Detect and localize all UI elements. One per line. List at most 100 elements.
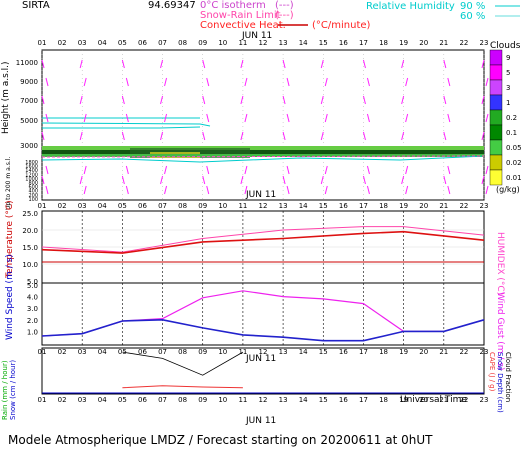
clouds-legend-level: 0.02 <box>506 159 522 167</box>
wind-barb <box>481 175 485 185</box>
top-hour-label: 08 <box>178 39 187 47</box>
cloud-band-top <box>42 146 484 150</box>
wind-tick: 2.0 <box>27 317 38 325</box>
wind-barb <box>164 77 168 87</box>
date-label-mid: JUN 11 <box>245 190 276 200</box>
bottom-hour-label: 12 <box>259 396 268 404</box>
precip-hour-label: 13 <box>279 348 288 356</box>
rain-axis-label: Rain (mm / hour) <box>1 360 9 420</box>
wind-barb <box>401 95 405 105</box>
top-hour-label: 01 <box>38 39 47 47</box>
temp-tick: 20.0 <box>22 227 38 235</box>
wind-barb <box>45 77 49 87</box>
mid-hour-label: 08 <box>178 202 187 210</box>
precip-hour-label: 06 <box>138 348 147 356</box>
low-height-tick: 200 <box>28 193 38 199</box>
precip-hour-label: 09 <box>198 348 207 356</box>
wind-barb <box>443 59 447 69</box>
wind-barb <box>324 113 328 123</box>
bottom-hour-label: 01 <box>38 396 47 404</box>
wind-barb <box>244 77 248 87</box>
wind-barb <box>481 59 485 69</box>
mid-hour-label: 14 <box>299 202 308 210</box>
wind-barb <box>121 95 125 105</box>
clouds-legend-swatch <box>489 79 503 96</box>
wind-barb <box>443 175 447 185</box>
mid-hour-label: 15 <box>319 202 328 210</box>
clouds-legend-level: 0.2 <box>506 114 517 122</box>
wind-barb <box>164 165 168 175</box>
bottom-hour-label: 15 <box>319 396 328 404</box>
wind-barb <box>447 77 451 87</box>
height-tick: 5000 <box>20 117 38 125</box>
station-name: SIRTA <box>22 0 50 11</box>
top-hour-label: 14 <box>299 39 308 47</box>
height-tick: 9000 <box>20 78 38 86</box>
footer-text: Modele Atmospherique LMDZ / Forecast sta… <box>8 433 433 447</box>
date-label-precip: JUN 11 <box>245 354 276 364</box>
top-hour-label: 06 <box>138 39 147 47</box>
top-hour-label: 20 <box>419 39 428 47</box>
wind-barb <box>485 113 489 123</box>
precip-hour-label: 01 <box>38 348 47 356</box>
precip-hour-label: 08 <box>178 348 187 356</box>
mid-hour-label: 20 <box>419 202 428 210</box>
mid-hour-label: 17 <box>359 202 368 210</box>
precip-hour-label: 18 <box>379 348 388 356</box>
top-hour-label: 05 <box>118 39 127 47</box>
wind-barb <box>443 131 447 141</box>
clouds-legend-swatch <box>489 94 503 111</box>
clouds-legend-swatch <box>489 64 503 81</box>
mid-hour-label: 22 <box>459 202 468 210</box>
height-tick-labels: 11000 9000 7000 5000 3000 <box>16 59 38 150</box>
wind-barb <box>447 113 451 123</box>
clouds-legend-level: 3 <box>506 84 510 92</box>
wind-barb <box>125 77 129 87</box>
snowrain-key: (---) <box>275 10 294 21</box>
wind-barb <box>125 165 129 175</box>
humidex-axis-label: HUMIDEX (°C) <box>495 232 505 295</box>
rh-contour-lower <box>41 155 485 163</box>
mid-hour-label: 23 <box>480 202 489 210</box>
mid-hour-label: 11 <box>238 202 247 210</box>
precip-hour-label: 15 <box>319 348 328 356</box>
wind-barb <box>366 113 370 123</box>
top-hour-label: 21 <box>439 39 448 47</box>
wind-barb <box>45 165 49 175</box>
wind-barb <box>160 131 164 141</box>
wind-barb <box>481 95 485 105</box>
wind-barb <box>79 131 83 141</box>
wind-tick: 5.0 <box>27 282 38 290</box>
wind-barb <box>324 185 328 195</box>
wind-barb <box>45 185 49 195</box>
top-hour-label: 17 <box>359 39 368 47</box>
wind-barb <box>485 185 489 195</box>
bottom-hour-label: 19 <box>399 396 408 404</box>
wind-barb <box>121 131 125 141</box>
bottom-hour-label: 17 <box>359 396 368 404</box>
bottom-hour-label: 23 <box>480 396 489 404</box>
height-tick: 3000 <box>20 142 38 150</box>
humidex-line <box>41 226 485 253</box>
top-hour-label: 09 <box>198 39 207 47</box>
low-height-tick: 1800 <box>25 160 38 166</box>
wind-barb <box>362 175 366 185</box>
mid-hour-label: 13 <box>279 202 288 210</box>
bottom-hour-label: 14 <box>299 396 308 404</box>
wind-barb <box>121 175 125 185</box>
wind-barb <box>282 95 286 105</box>
temp-tick: 15.0 <box>22 244 38 252</box>
snowrain-label: Snow-Rain Limit <box>200 10 281 21</box>
wind-barb <box>79 175 83 185</box>
wind-barb <box>41 95 45 105</box>
low-height-tick: 1400 <box>25 168 38 174</box>
rh-90-label: 90 % <box>460 1 485 12</box>
bottom-hour-label: 07 <box>158 396 167 404</box>
low-height-tick: 1000 <box>25 176 38 182</box>
clouds-legend: 9 5 3 1 0.2 0.1 0.05 0.02 0.01 <box>489 49 522 186</box>
top-hour-label: 10 <box>218 39 227 47</box>
wind-barb <box>83 77 87 87</box>
temp-axis-label: Temperature (°C) <box>5 200 15 279</box>
wind-barb <box>481 131 485 141</box>
gust-axis-label: Wind Gust (m / s) <box>495 292 505 370</box>
